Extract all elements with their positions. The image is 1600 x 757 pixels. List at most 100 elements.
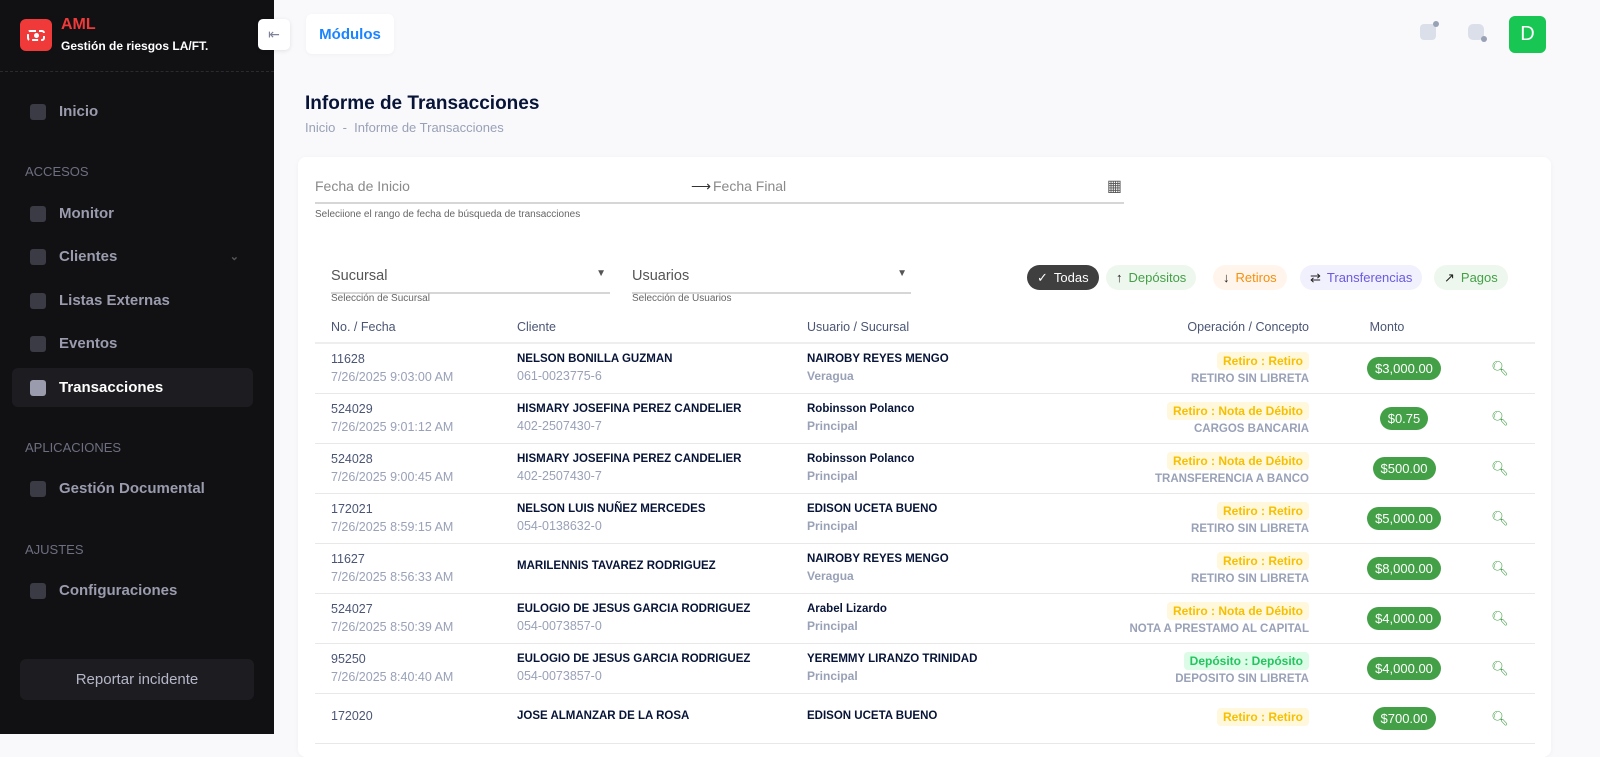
col-no-fecha: No. / Fecha xyxy=(315,312,501,344)
client-id: 054-0073857-0 xyxy=(517,669,602,683)
sidebar-item-inicio[interactable]: Inicio xyxy=(12,92,253,131)
sidebar-item-eventos[interactable]: Eventos xyxy=(12,324,253,363)
trend-icon: ↗ xyxy=(1444,269,1455,285)
users-icon xyxy=(30,248,46,265)
operation-badge: Retiro : Retiro xyxy=(1216,351,1309,370)
table-row[interactable]: 524027 7/26/2025 8:50:39 AM EULOGIO DE JE… xyxy=(315,593,1535,644)
transaction-no: 172021 xyxy=(331,502,373,516)
transaction-no: 524028 xyxy=(331,452,373,466)
amount-badge: $5,000.00 xyxy=(1367,506,1441,530)
sidebar-item-label: Inicio xyxy=(59,103,99,120)
table-row[interactable]: 172021 7/26/2025 8:59:15 AM NELSON LUIS N… xyxy=(315,493,1535,544)
section-aplicaciones: APLICACIONES xyxy=(25,440,122,455)
sidebar-item-configuraciones[interactable]: Configuraciones xyxy=(12,571,253,610)
table-row[interactable]: 524028 7/26/2025 9:00:45 AM HISMARY JOSEF… xyxy=(315,443,1535,494)
user-name: EDISON UCETA BUENO xyxy=(807,710,938,722)
filter-chip-retiros[interactable]: ↓ Retiros xyxy=(1213,265,1287,290)
user-name: Robinsson Polanco xyxy=(807,453,915,465)
branch-name: Principal xyxy=(807,519,858,533)
user-name: Robinsson Polanco xyxy=(807,403,915,415)
view-details-search-icon[interactable]: 🔍︎ xyxy=(1491,409,1509,426)
end-date-input[interactable]: ⟶ Fecha Final ▦ xyxy=(685,178,1124,204)
table-row[interactable]: 172020 JOSE ALMANZAR DE LA ROSA EDISON U… xyxy=(315,693,1535,744)
amount-badge: $0.75 xyxy=(1379,406,1429,430)
sidebar-item-transacciones[interactable]: Transacciones xyxy=(12,368,253,407)
sidebar: AML Gestión de riesgos LA/FT. Inicio ACC… xyxy=(0,0,274,734)
sidebar-item-listas-externas[interactable]: Listas Externas xyxy=(12,281,253,320)
breadcrumb: Inicio - Informe de Transacciones xyxy=(305,120,504,135)
arrow-left-icon: ⇤ xyxy=(268,26,280,42)
operation-badge: Depósito : Depósito xyxy=(1183,651,1309,670)
chip-label: Todas xyxy=(1053,270,1089,285)
view-details-search-icon[interactable]: 🔍︎ xyxy=(1491,459,1509,476)
branch-name: Principal xyxy=(807,469,858,483)
sidebar-item-monitor[interactable]: Monitor xyxy=(12,194,253,233)
filter-chip-transferencias[interactable]: ⇄ Transferencias xyxy=(1300,265,1423,290)
sidebar-item-gestion-documental[interactable]: Gestión Documental xyxy=(12,469,253,508)
view-details-search-icon[interactable]: 🔍︎ xyxy=(1491,559,1509,576)
filter-chip-depositos[interactable]: ↑ Depósitos xyxy=(1106,265,1197,290)
transaction-no: 172020 xyxy=(331,709,373,723)
filter-chip-todas[interactable]: ✓ Todas xyxy=(1027,265,1099,290)
filter-chip-pagos[interactable]: ↗ Pagos xyxy=(1434,265,1508,290)
sidebar-item-label: Configuraciones xyxy=(59,582,178,599)
concept: DEPOSITO SIN LIBRETA xyxy=(1175,672,1309,685)
messages-icon[interactable] xyxy=(1420,21,1439,40)
amount-badge: $3,000.00 xyxy=(1367,356,1441,380)
sidebar-item-clientes[interactable]: Clientes ⌄ xyxy=(12,237,253,276)
breadcrumb-home[interactable]: Inicio xyxy=(305,120,336,135)
chip-label: Depósitos xyxy=(1128,270,1187,285)
transaction-no: 11628 xyxy=(331,352,365,367)
client-name: NELSON LUIS NUÑEZ MERCEDES xyxy=(517,503,706,515)
concept: RETIRO SIN LIBRETA xyxy=(1191,372,1309,385)
view-details-search-icon[interactable]: 🔍︎ xyxy=(1491,709,1509,726)
transaction-date: 7/26/2025 8:40:40 AM xyxy=(331,670,454,684)
table-row[interactable]: 11627 7/26/2025 8:56:33 AM MARILENNIS TAV… xyxy=(315,543,1535,594)
start-date-input[interactable]: Fecha de Inicio xyxy=(315,178,685,204)
breadcrumb-current: Informe de Transacciones xyxy=(354,120,504,135)
view-details-search-icon[interactable]: 🔍︎ xyxy=(1491,509,1509,526)
users-select[interactable]: Usuarios ▼ xyxy=(632,268,911,294)
chevron-down-icon: ⌄ xyxy=(229,251,239,263)
view-details-search-icon[interactable]: 🔍︎ xyxy=(1491,609,1509,626)
sidebar-item-label: Gestión Documental xyxy=(59,480,205,497)
table-row[interactable]: 524029 7/26/2025 9:01:12 AM HISMARY JOSEF… xyxy=(315,393,1535,444)
branch-name: Veragua xyxy=(807,569,854,583)
avatar[interactable]: D xyxy=(1509,16,1546,53)
view-details-search-icon[interactable]: 🔍︎ xyxy=(1491,359,1509,376)
col-monto: Monto xyxy=(1309,312,1449,344)
caret-down-icon: ▼ xyxy=(897,268,907,279)
branch-name: Principal xyxy=(807,669,858,683)
user-name: NAIROBY REYES MENGO xyxy=(807,353,949,366)
client-name: JOSE ALMANZAR DE LA ROSA xyxy=(517,710,690,722)
modules-button[interactable]: Módulos xyxy=(306,14,394,54)
collapse-sidebar-button[interactable]: ⇤ xyxy=(258,19,290,50)
operation-badge: Retiro : Nota de Débito xyxy=(1166,601,1309,620)
branch-select[interactable]: Sucursal ▼ xyxy=(331,268,610,294)
client-id: 402-2507430-7 xyxy=(517,469,602,483)
client-id: 061-0023775-6 xyxy=(517,369,602,384)
logo-icon xyxy=(20,19,52,51)
section-accesos: ACCESOS xyxy=(25,164,89,179)
operation-badge: Retiro : Retiro xyxy=(1216,707,1309,726)
amount-badge: $4,000.00 xyxy=(1367,606,1441,630)
transaction-date: 7/26/2025 9:01:12 AM xyxy=(331,420,454,434)
section-ajustes: AJUSTES xyxy=(25,542,84,557)
users-hint: Selección de Usuarios xyxy=(632,293,732,304)
user-name: YEREMMY LIRANZO TRINIDAD xyxy=(807,653,978,665)
report-incident-button[interactable]: Reportar incidente xyxy=(20,659,254,700)
branch-name: Principal xyxy=(807,419,858,433)
notifications-icon[interactable] xyxy=(1468,24,1487,42)
chip-label: Retiros xyxy=(1235,270,1277,285)
transfer-icon: ⇄ xyxy=(1310,269,1321,285)
table-row[interactable]: 95250 7/26/2025 8:40:40 AM EULOGIO DE JES… xyxy=(315,643,1535,694)
view-details-search-icon[interactable]: 🔍︎ xyxy=(1491,659,1509,676)
calendar-icon[interactable]: ▦ xyxy=(1106,178,1122,195)
sidebar-item-label: Monitor xyxy=(59,205,114,222)
table-row[interactable]: 11628 7/26/2025 9:03:00 AM NELSON BONILLA… xyxy=(315,343,1535,394)
operation-badge: Retiro : Nota de Débito xyxy=(1166,451,1309,470)
gear-icon xyxy=(30,582,46,599)
arrow-down-icon: ↓ xyxy=(1223,270,1230,285)
concept: RETIRO SIN LIBRETA xyxy=(1191,522,1309,535)
arrow-right-icon: ⟶ xyxy=(691,178,712,194)
